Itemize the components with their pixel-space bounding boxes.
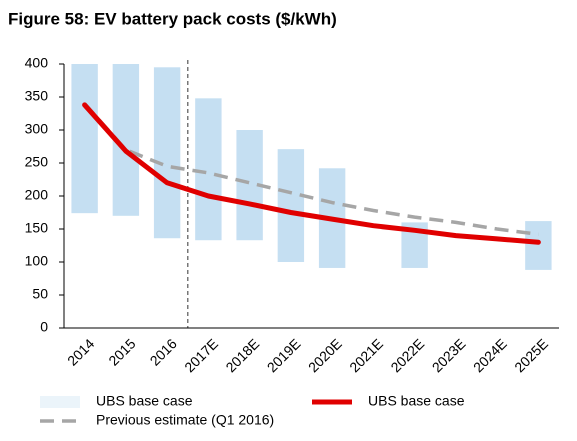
x-tick-label: 2018E <box>222 335 262 375</box>
y-tick-label: 400 <box>25 55 49 71</box>
series-line <box>83 102 539 237</box>
chart-title: Figure 58: EV battery pack costs ($/kWh) <box>8 9 337 28</box>
range-bar <box>153 67 181 239</box>
x-tick-label: 2014 <box>64 335 97 368</box>
range-bar <box>277 149 305 262</box>
y-tick-label: 200 <box>25 187 49 203</box>
x-tick-label: 2019E <box>264 335 304 375</box>
range-bar <box>195 98 222 241</box>
x-tick-label: 2020E <box>305 335 345 375</box>
series-line <box>82 102 541 245</box>
range-bar <box>525 221 552 270</box>
range-bar <box>71 64 98 214</box>
y-tick-label: 0 <box>40 319 48 335</box>
y-tick-label: 250 <box>25 154 49 170</box>
y-tick-label: 300 <box>25 121 49 137</box>
y-tick-label: 150 <box>25 220 49 236</box>
x-tick-label: 2025E <box>511 335 551 375</box>
x-tick-label: 2016 <box>147 335 180 368</box>
x-tick-label: 2015 <box>105 335 138 368</box>
legend-label: UBS base case <box>96 393 193 409</box>
y-tick-label: 50 <box>32 286 48 302</box>
x-tick-label: 2023E <box>429 335 469 375</box>
x-tick-label: 2022E <box>387 335 427 375</box>
y-tick-label: 100 <box>25 253 49 269</box>
x-tick-label: 2021E <box>346 335 386 375</box>
legend-label: Previous estimate (Q1 2016) <box>96 412 274 428</box>
y-tick-label: 350 <box>25 88 49 104</box>
x-tick-label: 2024E <box>470 335 510 375</box>
legend-swatch <box>40 396 80 408</box>
x-tick-label: 2017E <box>181 335 221 375</box>
legend-label: UBS base case <box>368 393 465 409</box>
